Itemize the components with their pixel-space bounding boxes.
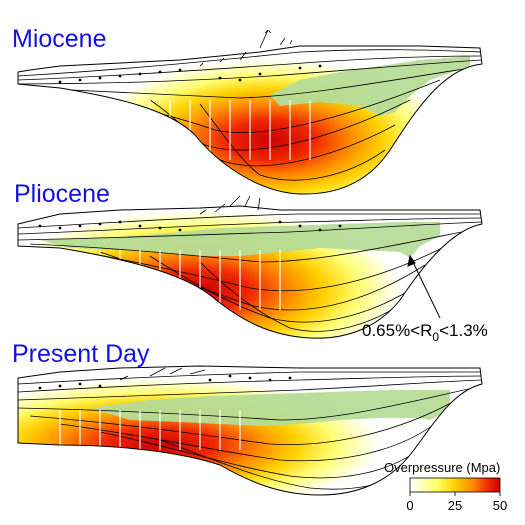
panel-present-day: Present Day xyxy=(12,340,483,496)
maturity-window-miocene xyxy=(270,56,470,116)
section-outline-present-day xyxy=(17,365,483,496)
colorbar-title: Overpressure (Mpa) xyxy=(384,460,500,475)
maturity-annotation-pre: 0.65%<R xyxy=(362,321,432,340)
maturity-annotation: 0.65%<R0<1.3% xyxy=(362,321,488,344)
maturity-window-pliocene xyxy=(40,222,440,258)
maturity-annotation-sub: 0 xyxy=(432,330,439,344)
colorbar-tick-50: 50 xyxy=(493,498,507,513)
overpressure-colorbar: Overpressure (Mpa) 0 25 50 xyxy=(384,460,507,513)
panel-title-present-day: Present Day xyxy=(12,340,150,368)
flow-vectors-miocene xyxy=(58,29,322,84)
maturity-annotation-post: <1.3% xyxy=(439,321,488,340)
flow-vectors-present-day xyxy=(38,367,292,390)
panel-title-pliocene: Pliocene xyxy=(14,180,110,208)
section-outline-pliocene xyxy=(17,205,483,339)
colorbar-gradient xyxy=(409,477,501,493)
panel-title-miocene: Miocene xyxy=(12,25,107,53)
colorbar-tick-0: 0 xyxy=(406,498,413,513)
section-outline-miocene xyxy=(17,45,483,195)
annotation-arrow xyxy=(407,254,441,319)
flow-vectors-pliocene xyxy=(38,195,342,232)
colorbar-tick-25: 25 xyxy=(448,498,462,513)
panel-pliocene: Pliocene xyxy=(14,180,488,344)
